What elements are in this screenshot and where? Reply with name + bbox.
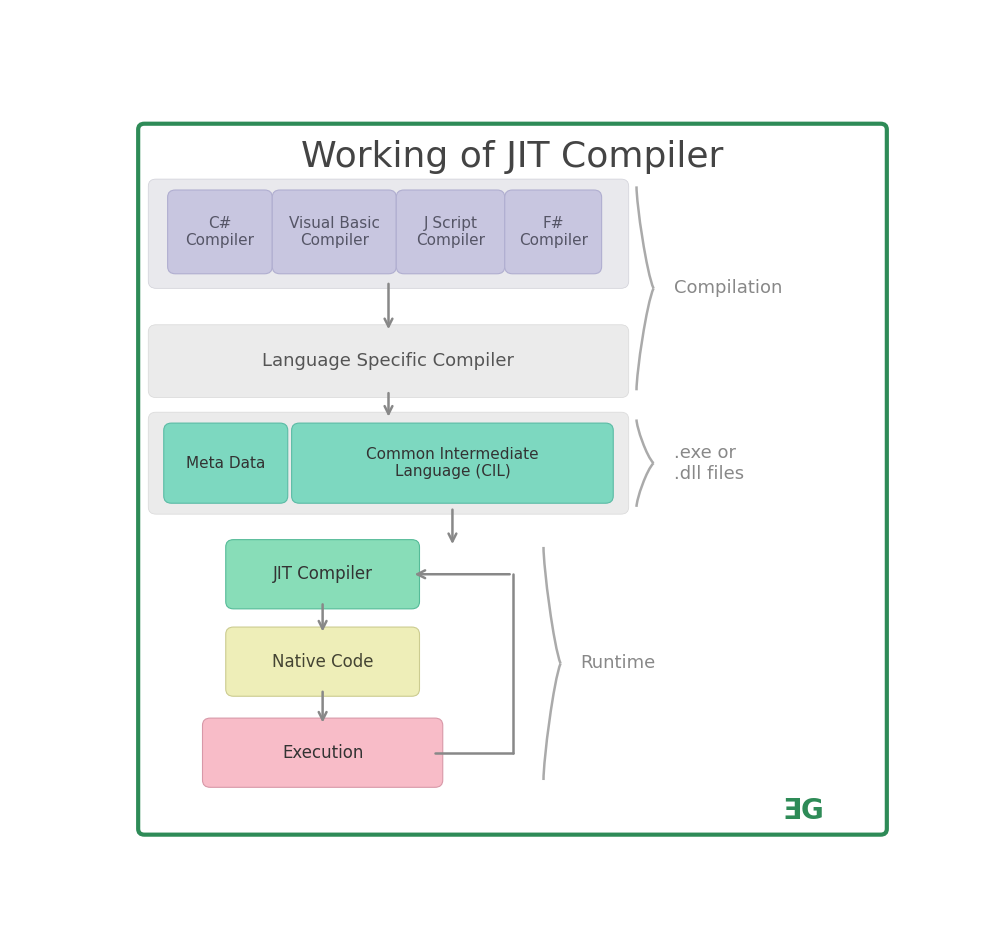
Text: JIT Compiler: JIT Compiler [273, 566, 373, 584]
FancyBboxPatch shape [138, 124, 887, 834]
Text: ƎG: ƎG [782, 797, 824, 825]
FancyBboxPatch shape [148, 179, 629, 289]
FancyBboxPatch shape [292, 423, 613, 503]
Text: C#
Compiler: C# Compiler [185, 216, 254, 248]
Text: Common Intermediate
Language (CIL): Common Intermediate Language (CIL) [366, 447, 539, 480]
Text: Runtime: Runtime [581, 655, 656, 673]
Text: Working of JIT Compiler: Working of JIT Compiler [301, 140, 724, 174]
Text: .exe or
.dll files: .exe or .dll files [674, 444, 744, 482]
FancyBboxPatch shape [272, 190, 396, 273]
Text: Language Specific Compiler: Language Specific Compiler [262, 352, 514, 370]
Text: F#
Compiler: F# Compiler [519, 216, 588, 248]
FancyBboxPatch shape [202, 718, 443, 787]
Text: Native Code: Native Code [272, 653, 373, 671]
FancyBboxPatch shape [168, 190, 272, 273]
Text: Compilation: Compilation [674, 279, 782, 297]
FancyBboxPatch shape [505, 190, 602, 273]
FancyBboxPatch shape [164, 423, 288, 503]
FancyBboxPatch shape [396, 190, 505, 273]
FancyBboxPatch shape [148, 412, 629, 515]
FancyBboxPatch shape [226, 627, 420, 696]
FancyBboxPatch shape [148, 324, 629, 397]
Text: J Script
Compiler: J Script Compiler [416, 216, 485, 248]
Text: Meta Data: Meta Data [186, 456, 265, 471]
FancyBboxPatch shape [226, 539, 420, 609]
Text: Execution: Execution [282, 744, 363, 762]
Text: Visual Basic
Compiler: Visual Basic Compiler [289, 216, 380, 248]
